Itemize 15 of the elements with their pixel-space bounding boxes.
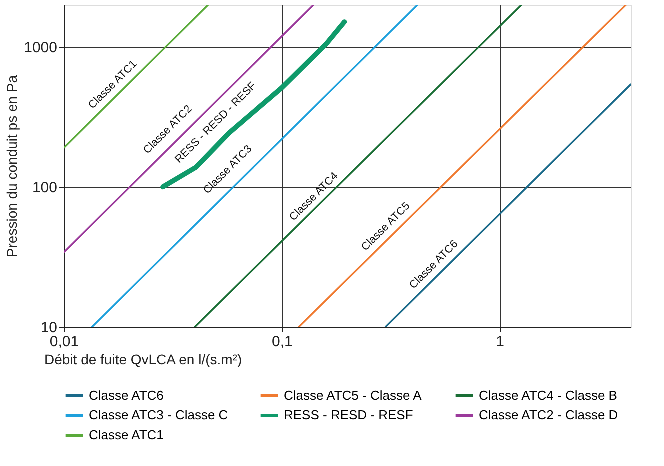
y-tick-label: 10 xyxy=(40,320,58,336)
legend-label: RESS - RESD - RESF xyxy=(284,408,414,422)
x-tick-label: 0,1 xyxy=(272,334,293,350)
legend-label: Classe ATC6 xyxy=(89,388,164,403)
legend-label: Classe ATC5 - Classe A xyxy=(284,388,422,403)
legend-label: Classe ATC2 - Classe D xyxy=(479,408,618,422)
x-tick-label: 0,01 xyxy=(50,334,80,350)
x-tick-label: 1 xyxy=(496,334,504,350)
legend-label: Classe ATC1 xyxy=(89,428,164,442)
legend-label: Classe ATC4 - Classe B xyxy=(479,388,618,403)
y-tick-label: 100 xyxy=(32,180,58,197)
y-tick-label: 1000 xyxy=(24,40,58,57)
y-axis-title: Pression du conduit ps en Pa xyxy=(4,75,20,258)
legend-label: Classe ATC3 - Classe C xyxy=(89,408,228,422)
x-axis-title: Débit de fuite QvLCA en l/(s.m²) xyxy=(44,352,242,368)
